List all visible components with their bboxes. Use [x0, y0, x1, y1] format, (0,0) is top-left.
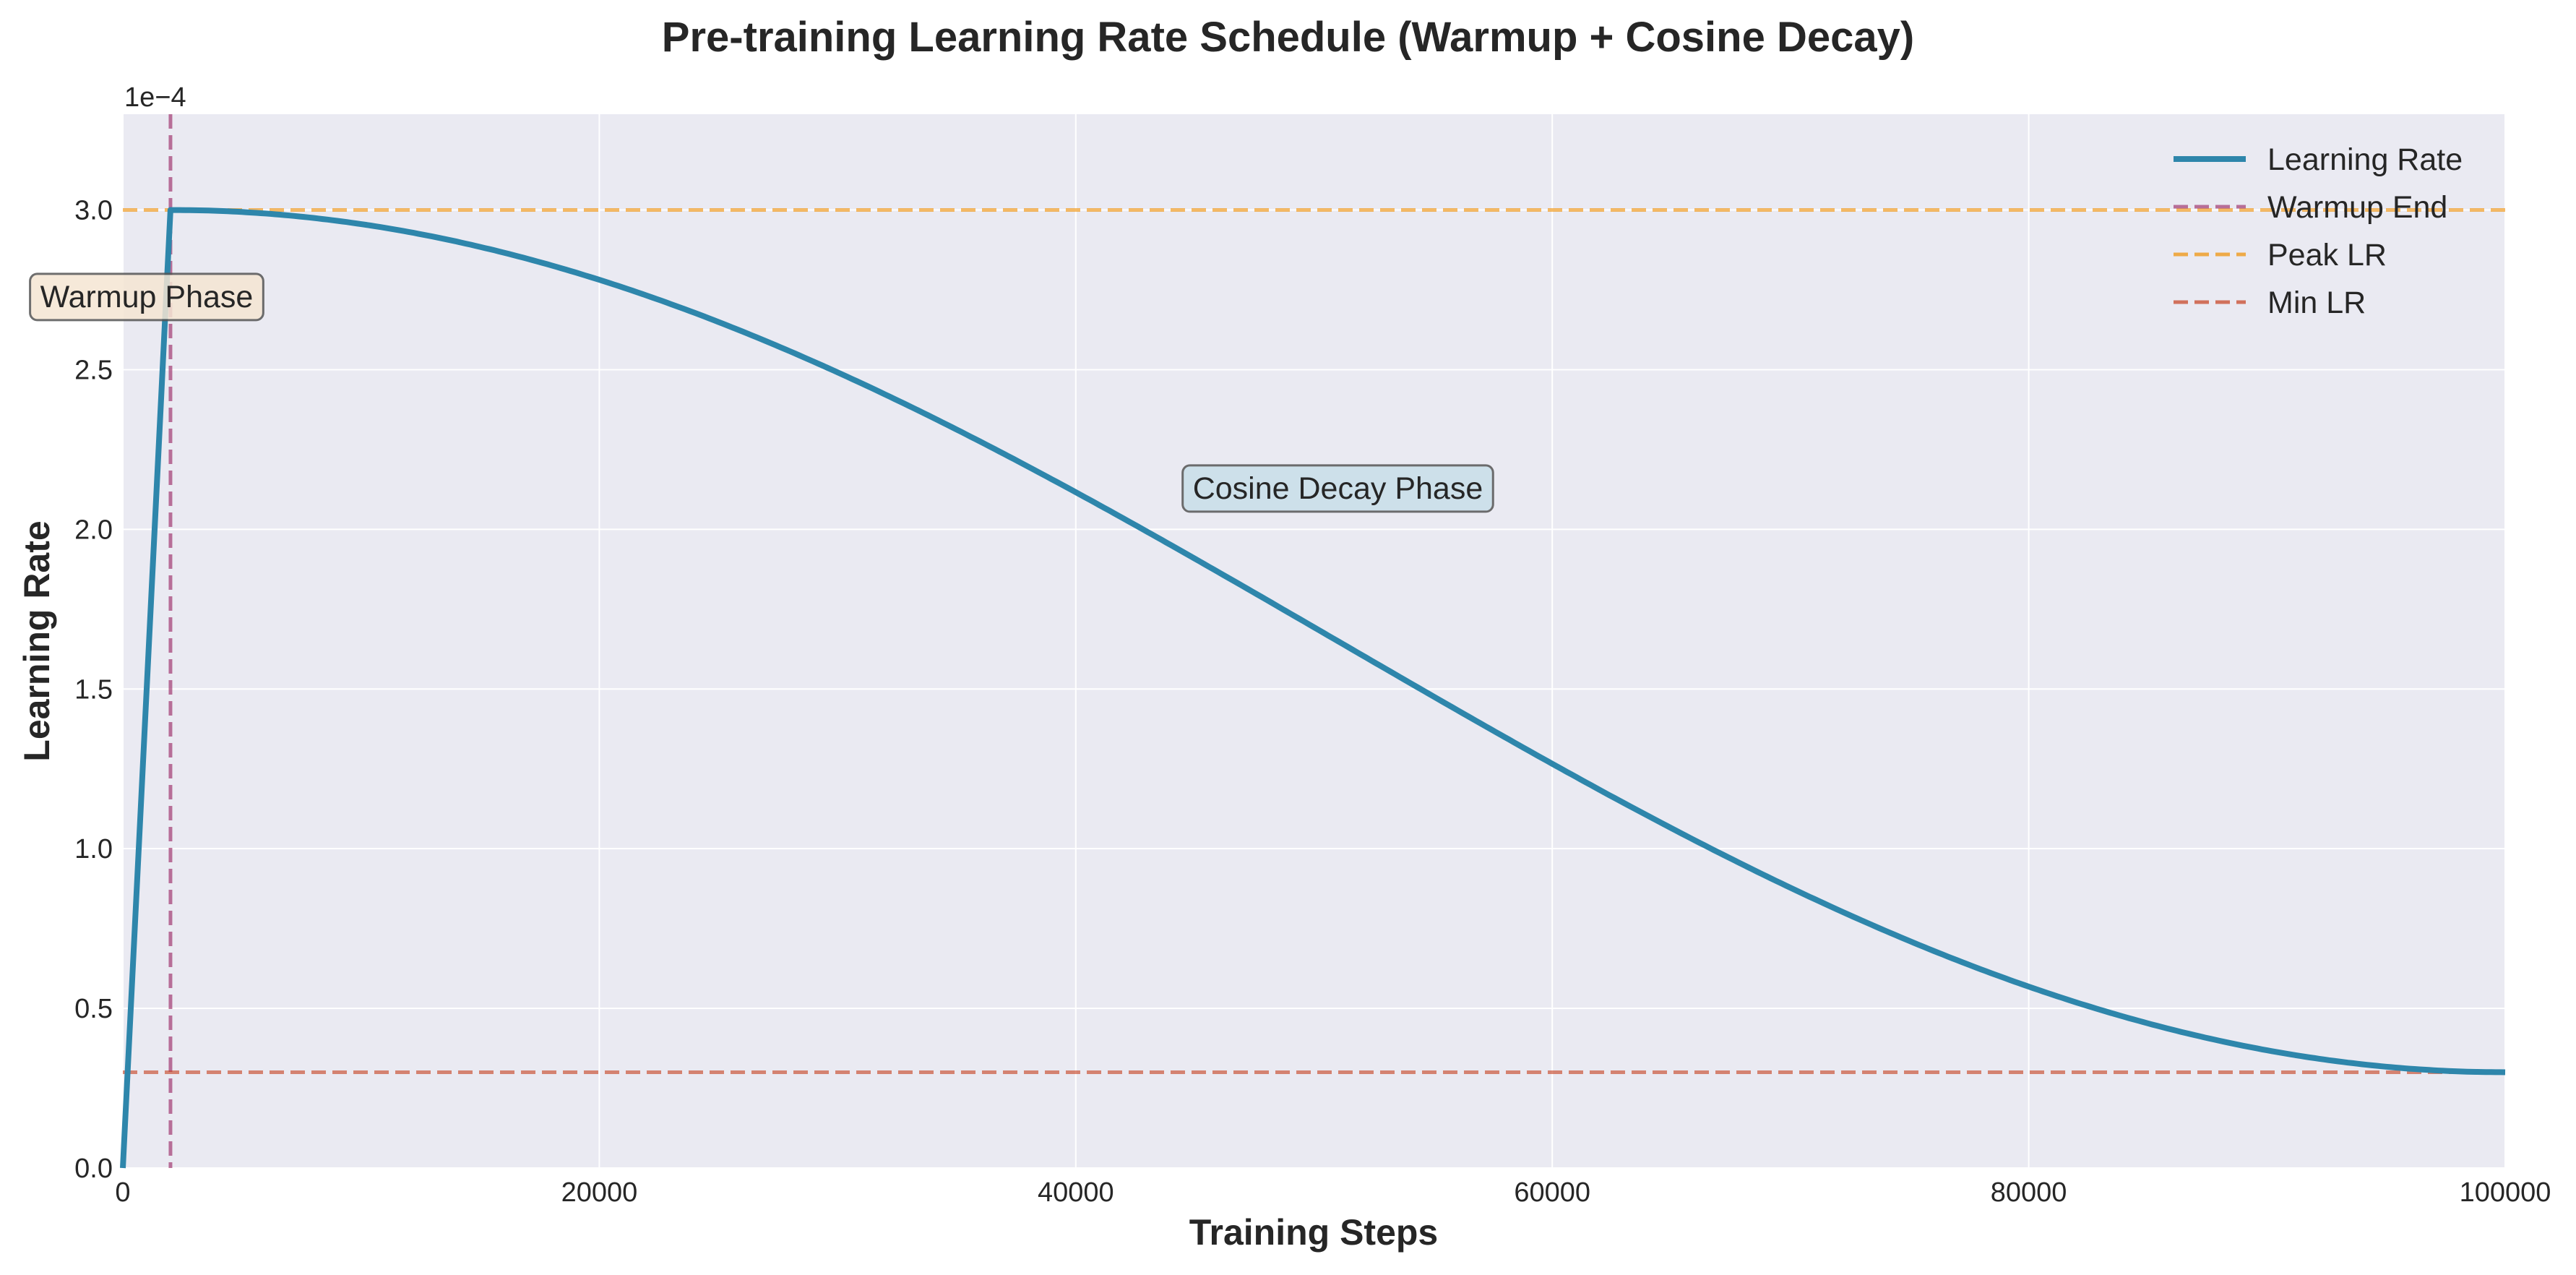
y-axis-ticks: 0.0 0.5 1.0 1.5 2.0 2.5 3.0: [74, 196, 113, 1184]
legend: Learning Rate Warmup End Peak LR Min LR: [2174, 142, 2463, 320]
annotation-warmup-phase: Warmup Phase: [29, 272, 264, 322]
annotation-text: Warmup Phase: [40, 280, 254, 314]
plot-area: [123, 114, 2505, 1168]
y-axis-offset-label: 1e−4: [124, 82, 186, 113]
annotation-box: [1181, 464, 1494, 513]
grid: [122, 114, 2506, 1169]
y-tick-label: 1.0: [74, 834, 113, 864]
annotation-box: [29, 272, 264, 322]
x-axis-label: Training Steps: [1189, 1212, 1439, 1253]
x-tick-label: 60000: [1514, 1177, 1590, 1208]
legend-label-learning-rate: Learning Rate: [2267, 142, 2463, 177]
legend-label-min-lr: Min LR: [2267, 286, 2366, 320]
legend-label-warmup-end: Warmup End: [2267, 190, 2447, 225]
learning-rate-line: [120, 207, 2506, 1169]
annotation-cosine-decay-phase: Cosine Decay Phase: [1181, 464, 1494, 513]
y-tick-label: 2.0: [74, 515, 113, 545]
x-axis-ticks: 0 20000 40000 60000 80000 100000: [115, 1177, 2551, 1208]
series-layer: [120, 207, 2506, 1169]
annotation-text: Cosine Decay Phase: [1193, 471, 1483, 506]
x-tick-label: 100000: [2460, 1177, 2551, 1208]
y-tick-label: 1.5: [74, 674, 113, 705]
x-tick-label: 80000: [1991, 1177, 2067, 1208]
annotations: Warmup Phase Cosine Decay Phase: [29, 272, 1494, 513]
y-tick-label: 2.5: [74, 355, 113, 385]
y-tick-label: 3.0: [74, 196, 113, 226]
legend-label-peak-lr: Peak LR: [2267, 238, 2387, 272]
x-tick-label: 20000: [561, 1177, 638, 1208]
y-axis-label: Learning Rate: [17, 520, 57, 761]
y-tick-label: 0.5: [74, 994, 113, 1024]
y-tick-label: 0.0: [74, 1154, 113, 1184]
x-tick-label: 40000: [1038, 1177, 1114, 1208]
chart-title: Pre-training Learning Rate Schedule (War…: [661, 14, 1915, 61]
x-tick-label: 0: [115, 1177, 130, 1208]
